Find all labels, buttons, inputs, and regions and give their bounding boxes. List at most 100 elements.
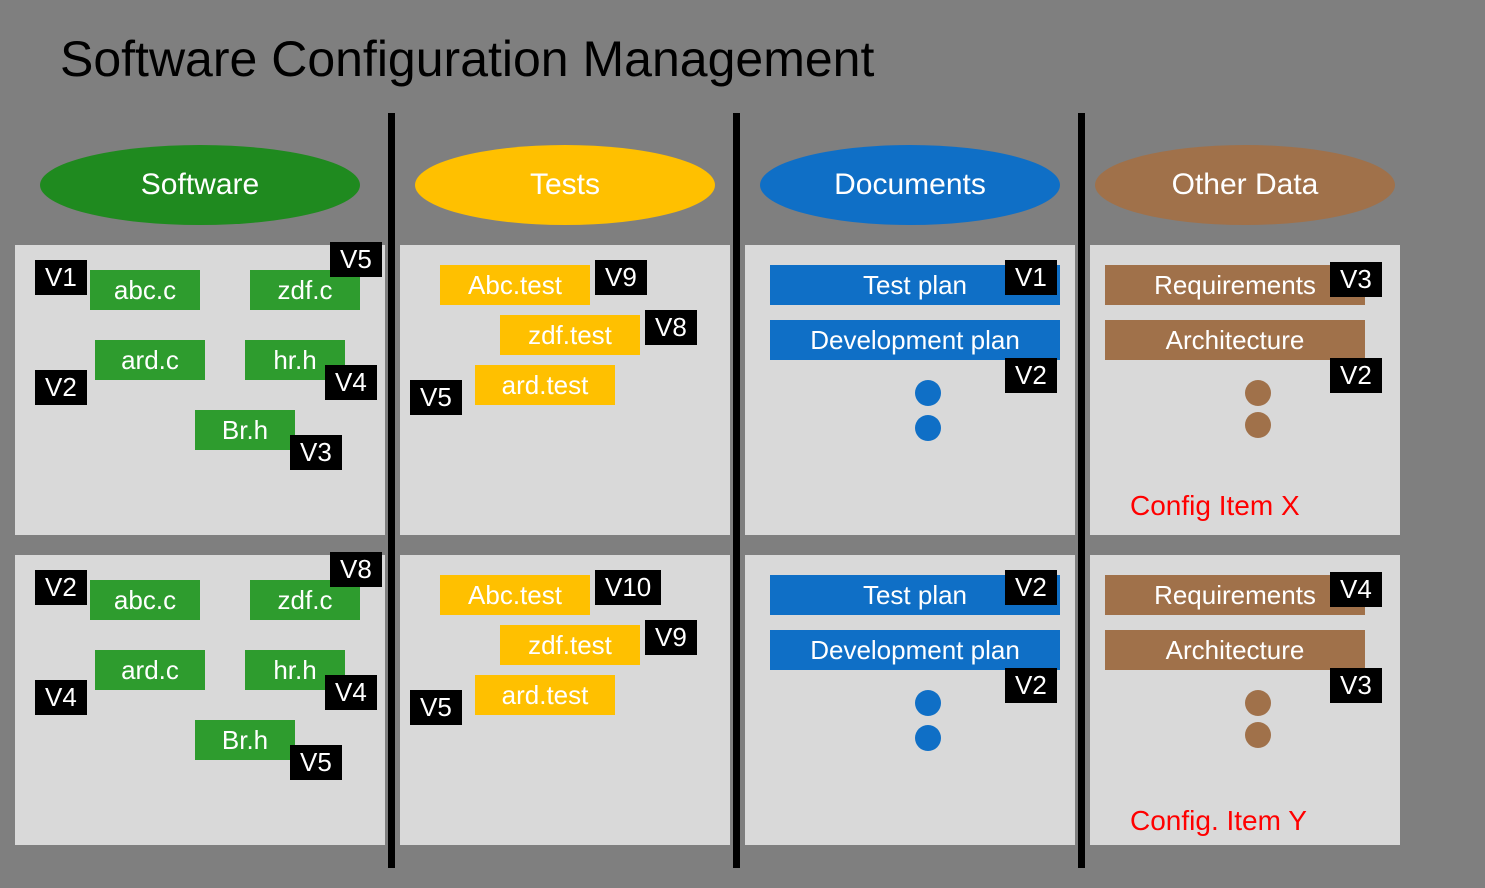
version-tag-label: V3 [1340, 670, 1372, 701]
column-divider [1078, 113, 1085, 868]
column-header-other: Other Data [1095, 145, 1395, 225]
artifact-item-label: hr.h [273, 345, 316, 376]
artifact-item-label: zdf.c [278, 585, 333, 616]
artifact-item-label: zdf.test [528, 630, 612, 661]
ellipsis-dot-icon [1245, 380, 1271, 406]
version-tag-label: V9 [655, 622, 687, 653]
version-tag: V3 [1330, 262, 1382, 297]
column-header-label: Other Data [1172, 168, 1319, 202]
artifact-item-label: Architecture [1166, 325, 1305, 356]
config-item-label: Config Item X [1130, 490, 1300, 522]
ellipsis-dot-icon [915, 380, 941, 406]
version-tag: V5 [410, 690, 462, 725]
column-header-software: Software [40, 145, 360, 225]
version-tag: V3 [290, 435, 342, 470]
artifact-item: Abc.test [440, 265, 590, 305]
version-tag-label: V2 [1015, 670, 1047, 701]
artifact-item: ard.test [475, 675, 615, 715]
ellipsis-dot-icon [915, 725, 941, 751]
version-tag-label: V4 [335, 677, 367, 708]
artifact-item-label: abc.c [114, 275, 176, 306]
artifact-item: Development plan [770, 320, 1060, 360]
version-tag: V2 [1330, 358, 1382, 393]
column-header-label: Documents [834, 168, 986, 202]
version-tag: V8 [645, 310, 697, 345]
artifact-item-label: Architecture [1166, 635, 1305, 666]
artifact-item: zdf.test [500, 625, 640, 665]
artifact-item-label: Abc.test [468, 270, 562, 301]
artifact-item-label: hr.h [273, 655, 316, 686]
artifact-item-label: Test plan [863, 580, 967, 611]
version-tag: V9 [595, 260, 647, 295]
ellipsis-dot-icon [915, 690, 941, 716]
artifact-item: ard.c [95, 340, 205, 380]
version-tag-label: V4 [45, 682, 77, 713]
version-tag: V1 [1005, 260, 1057, 295]
version-tag: V2 [1005, 570, 1057, 605]
artifact-item-label: Requirements [1154, 580, 1316, 611]
version-tag: V4 [325, 365, 377, 400]
ellipsis-dot-icon [1245, 690, 1271, 716]
version-tag-label: V5 [420, 692, 452, 723]
artifact-item: abc.c [90, 270, 200, 310]
artifact-item-label: ard.test [502, 370, 589, 401]
ellipsis-dot-icon [915, 415, 941, 441]
version-tag: V5 [290, 745, 342, 780]
version-tag-label: V5 [340, 244, 372, 275]
column-divider [733, 113, 740, 868]
artifact-item-label: Development plan [810, 635, 1020, 666]
version-tag-label: V8 [340, 554, 372, 585]
column-header-documents: Documents [760, 145, 1060, 225]
artifact-item-label: ard.test [502, 680, 589, 711]
artifact-item: zdf.test [500, 315, 640, 355]
artifact-item: ard.c [95, 650, 205, 690]
version-tag-label: V3 [1340, 264, 1372, 295]
artifact-item: Requirements [1105, 265, 1365, 305]
version-tag-label: V2 [1015, 572, 1047, 603]
artifact-item: Development plan [770, 630, 1060, 670]
version-tag-label: V5 [300, 747, 332, 778]
artifact-item-label: Requirements [1154, 270, 1316, 301]
artifact-item-label: Development plan [810, 325, 1020, 356]
version-tag: V2 [1005, 668, 1057, 703]
artifact-item: Architecture [1105, 320, 1365, 360]
artifact-item: Br.h [195, 720, 295, 760]
version-tag: V4 [35, 680, 87, 715]
artifact-item-label: ard.c [121, 345, 179, 376]
version-tag-label: V2 [1015, 360, 1047, 391]
artifact-item-label: Br.h [222, 725, 268, 756]
version-tag: V8 [330, 552, 382, 587]
artifact-item: Architecture [1105, 630, 1365, 670]
artifact-item-label: ard.c [121, 655, 179, 686]
artifact-item-label: Abc.test [468, 580, 562, 611]
version-tag-label: V9 [605, 262, 637, 293]
version-tag-label: V2 [45, 572, 77, 603]
artifact-item: Requirements [1105, 575, 1365, 615]
version-tag: V2 [35, 370, 87, 405]
version-tag: V9 [645, 620, 697, 655]
version-tag-label: V1 [45, 262, 77, 293]
version-tag-label: V2 [1340, 360, 1372, 391]
version-tag-label: V10 [605, 572, 651, 603]
version-tag: V2 [35, 570, 87, 605]
version-tag-label: V4 [1340, 574, 1372, 605]
version-tag-label: V1 [1015, 262, 1047, 293]
ellipsis-dot-icon [1245, 722, 1271, 748]
artifact-item: Br.h [195, 410, 295, 450]
version-tag: V5 [330, 242, 382, 277]
version-tag: V3 [1330, 668, 1382, 703]
config-item-label: Config. Item Y [1130, 805, 1307, 837]
artifact-item-label: Test plan [863, 270, 967, 301]
artifact-item: Abc.test [440, 575, 590, 615]
version-tag: V4 [1330, 572, 1382, 607]
version-tag-label: V4 [335, 367, 367, 398]
artifact-item: ard.test [475, 365, 615, 405]
column-header-label: Tests [530, 168, 600, 202]
column-header-label: Software [141, 168, 259, 202]
artifact-item-label: abc.c [114, 585, 176, 616]
version-tag: V2 [1005, 358, 1057, 393]
version-tag: V10 [595, 570, 661, 605]
version-tag-label: V3 [300, 437, 332, 468]
column-divider [388, 113, 395, 868]
ellipsis-dot-icon [1245, 412, 1271, 438]
